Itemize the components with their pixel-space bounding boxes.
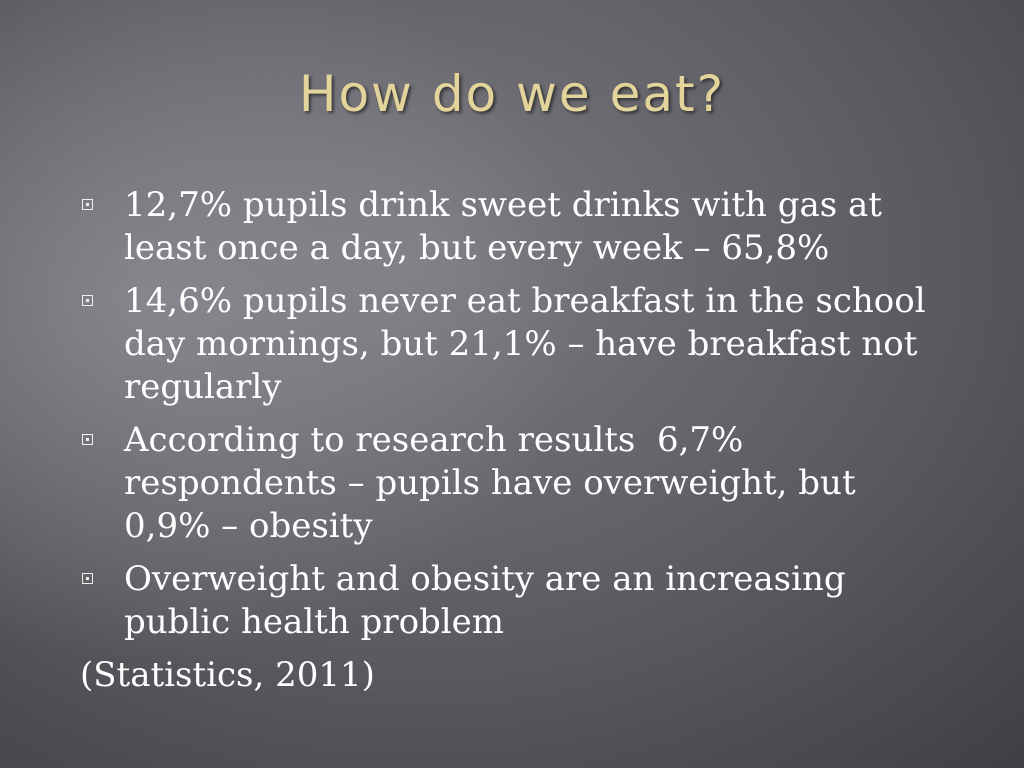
bullet-text: 14,6% pupils never eat breakfast in the … bbox=[124, 281, 937, 407]
bullet-item: Overweight and obesity are an increasing… bbox=[80, 558, 950, 644]
bullet-text: 12,7% pupils drink sweet drinks with gas… bbox=[124, 185, 893, 268]
bullet-text: Overweight and obesity are an increasing… bbox=[124, 559, 857, 642]
bullet-list: 12,7% pupils drink sweet drinks with gas… bbox=[80, 184, 950, 644]
bullet-text: According to research results 6,7% respo… bbox=[124, 420, 867, 546]
slide-content: 12,7% pupils drink sweet drinks with gas… bbox=[80, 184, 950, 697]
square-bullet-icon bbox=[82, 434, 93, 445]
slide-title: How do we eat? bbox=[298, 65, 726, 123]
square-bullet-icon bbox=[82, 573, 93, 584]
bullet-item: 14,6% pupils never eat breakfast in the … bbox=[80, 280, 950, 409]
square-bullet-icon bbox=[82, 295, 93, 306]
source-note: (Statistics, 2011) bbox=[80, 655, 375, 695]
bullet-item: According to research results 6,7% respo… bbox=[80, 419, 950, 548]
bullet-item: 12,7% pupils drink sweet drinks with gas… bbox=[80, 184, 950, 270]
square-bullet-icon bbox=[82, 199, 93, 210]
